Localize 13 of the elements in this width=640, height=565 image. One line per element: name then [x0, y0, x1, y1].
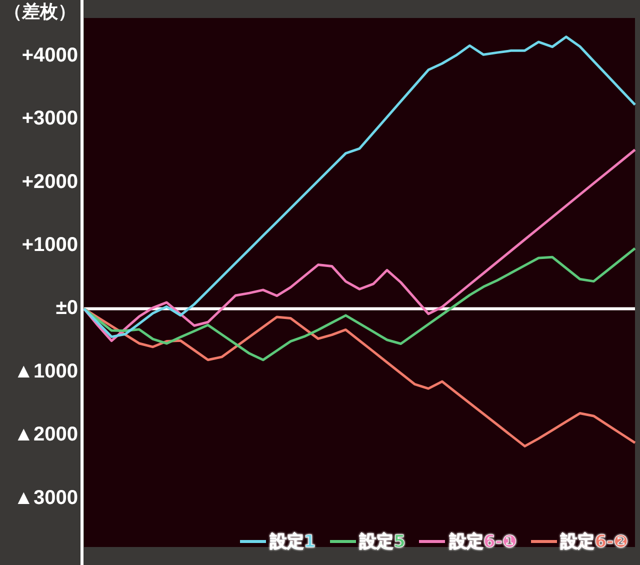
legend-label: 設定6-❷	[560, 531, 628, 553]
y-tick-label: +2000	[22, 170, 78, 193]
y-tick-label: +4000	[22, 44, 78, 66]
y-tick-label: ±0	[56, 297, 78, 320]
legend-label: 設定1	[270, 531, 316, 553]
y-axis-title: （差枚）	[4, 2, 76, 23]
legend-label: 設定5	[360, 531, 406, 553]
y-tick-label: +3000	[22, 108, 78, 130]
y-tick-label: +1000	[22, 234, 78, 256]
y-tick-label: ▲2000	[14, 424, 78, 446]
y-tick-label: ▲1000	[14, 360, 78, 382]
y-tick-label: ▲3000	[14, 486, 78, 509]
legend-label: 設定6-❶	[449, 531, 517, 553]
